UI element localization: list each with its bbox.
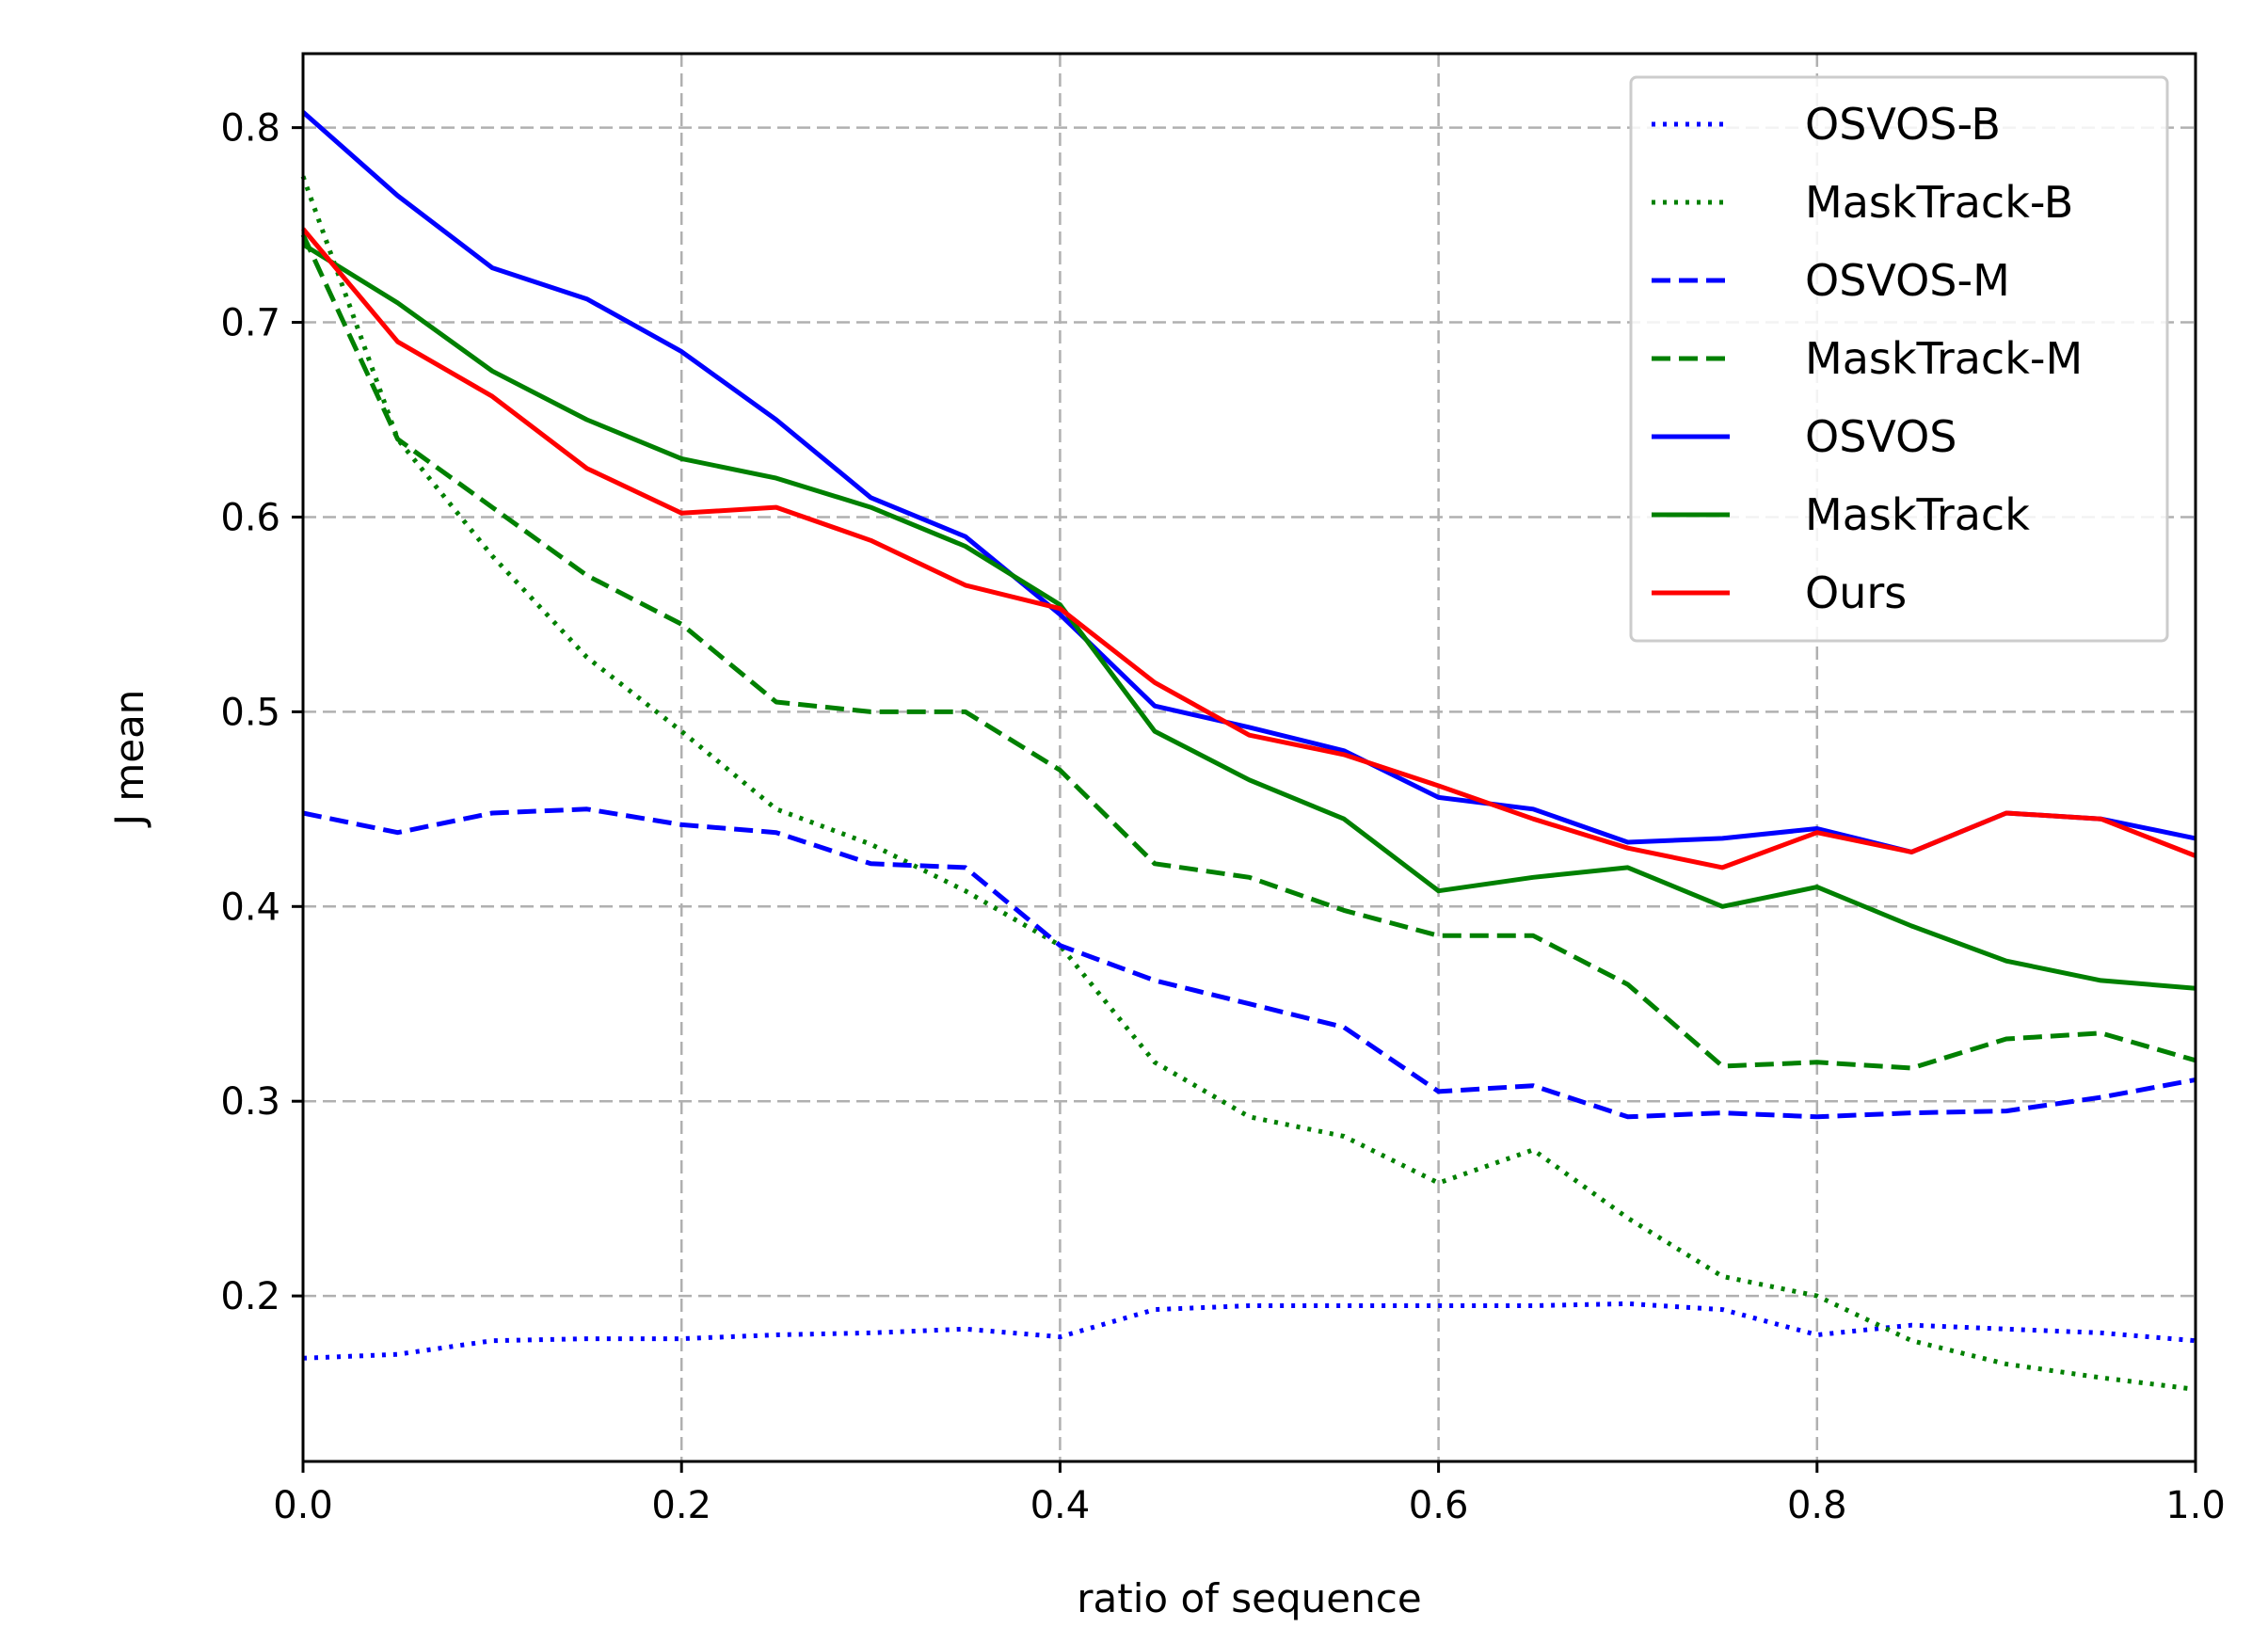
y-tick-label: 0.2	[220, 1275, 280, 1318]
x-tick-label: 0.8	[1787, 1484, 1847, 1527]
legend: OSVOS-B MaskTrack-B OSVOS-M MaskTrack-M OSVO…	[1629, 75, 2169, 643]
legend-label-osvos: OSVOS	[1805, 411, 1957, 462]
x-tick-label: 1.0	[2165, 1484, 2226, 1527]
axis-ticks: 0.0 0.2 0.4 0.6 0.8 1.0 0.2 0.3 0.4 0.5 0.6 0.7 0.8	[220, 107, 2225, 1527]
series-lines	[300, 110, 2196, 1392]
series-line-masktrack-m	[300, 233, 2196, 1071]
legend-label-ours: Ours	[1805, 567, 1907, 618]
legend-label-osvos-m: OSVOS-M	[1805, 255, 2010, 306]
series-line-masktrack	[301, 242, 2196, 991]
y-tick-label: 0.8	[220, 107, 280, 151]
series-line-osvos-m	[302, 806, 2196, 1120]
x-tick-label: 0.0	[273, 1484, 333, 1527]
series-line-ours	[301, 227, 2196, 870]
x-tick-label: 0.2	[651, 1484, 711, 1527]
y-axis-label: J mean	[106, 690, 152, 829]
x-tick-label: 0.6	[1409, 1484, 1469, 1527]
y-tick-label: 0.6	[220, 496, 280, 539]
legend-box	[1629, 75, 2169, 643]
y-tick-label: 0.3	[220, 1080, 280, 1124]
y-tick-label: 0.5	[220, 691, 280, 734]
legend-label-masktrack-b: MaskTrack-B	[1805, 177, 2073, 228]
x-axis-label: ratio of sequence	[1077, 1575, 1421, 1621]
legend-label-masktrack: MaskTrack	[1805, 489, 2030, 540]
legend-label-masktrack-m: MaskTrack-M	[1805, 333, 2083, 384]
legend-label-osvos-b: OSVOS-B	[1805, 99, 2001, 150]
plot-frame	[301, 52, 2197, 1463]
x-tick-label: 0.4	[1030, 1484, 1091, 1527]
y-tick-label: 0.4	[220, 886, 280, 929]
y-tick-label: 0.7	[220, 302, 280, 345]
series-line-osvos-b	[302, 1301, 2196, 1361]
